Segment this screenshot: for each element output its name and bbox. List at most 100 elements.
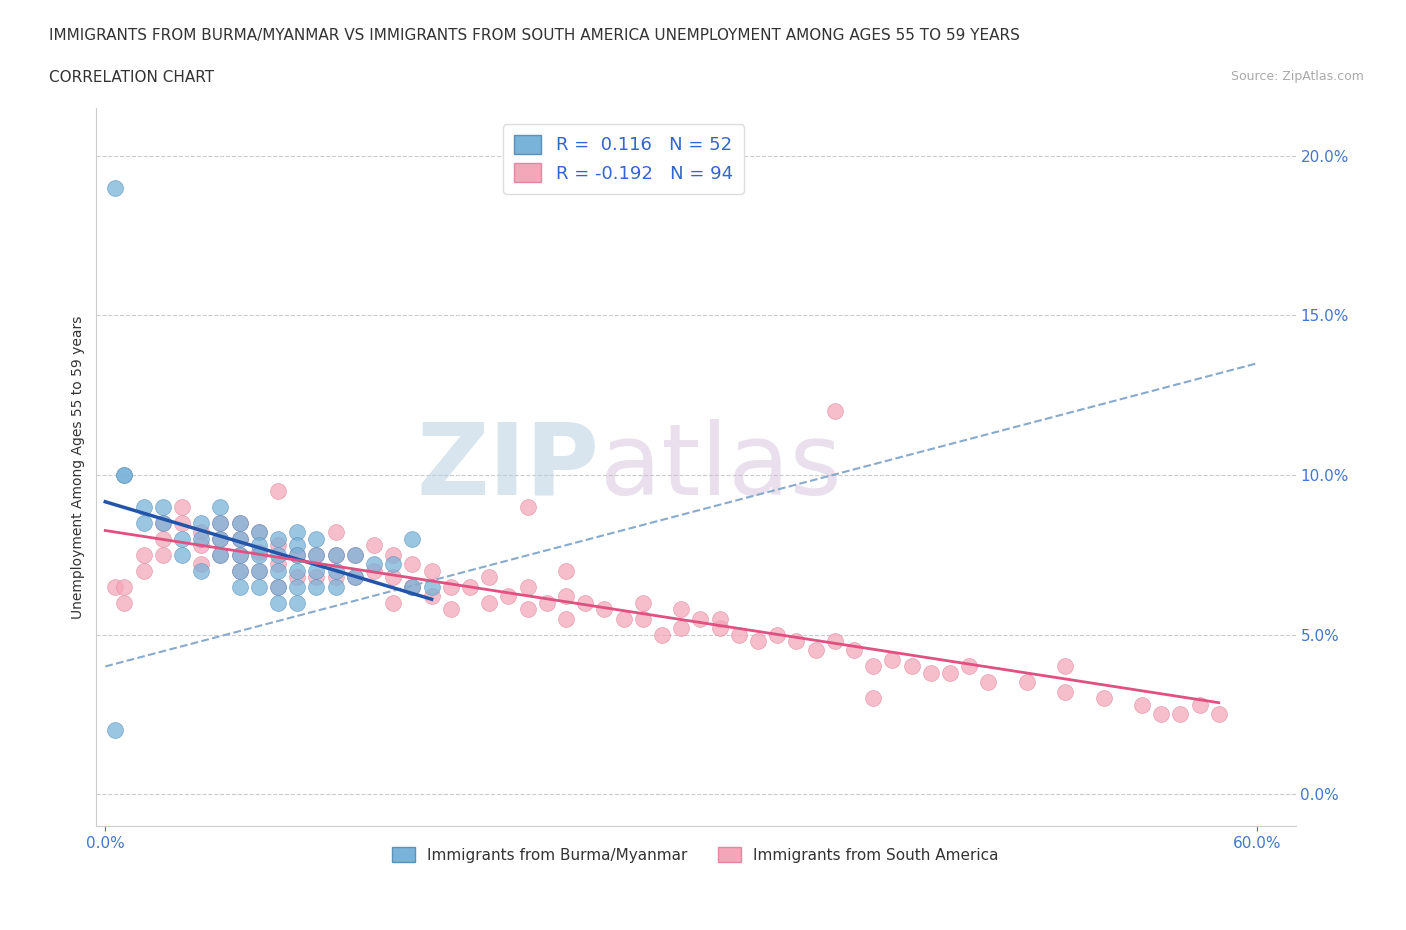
Point bbox=[671, 602, 693, 617]
Point bbox=[285, 570, 308, 585]
Point bbox=[401, 579, 423, 594]
Point bbox=[132, 548, 155, 563]
Point bbox=[190, 538, 212, 552]
Point bbox=[152, 499, 174, 514]
Point bbox=[190, 531, 212, 546]
Point bbox=[114, 595, 136, 610]
Y-axis label: Unemployment Among Ages 55 to 59 years: Unemployment Among Ages 55 to 59 years bbox=[72, 315, 86, 618]
Point bbox=[305, 564, 328, 578]
Point bbox=[555, 611, 578, 626]
Point bbox=[228, 564, 250, 578]
Point bbox=[671, 620, 693, 635]
Point bbox=[325, 579, 347, 594]
Point bbox=[228, 548, 250, 563]
Point bbox=[747, 633, 769, 648]
Point bbox=[382, 570, 405, 585]
Point bbox=[382, 595, 405, 610]
Point bbox=[804, 643, 827, 658]
Point bbox=[709, 620, 731, 635]
Point bbox=[228, 548, 250, 563]
Point bbox=[104, 723, 127, 737]
Point bbox=[862, 691, 884, 706]
Point bbox=[170, 499, 193, 514]
Point bbox=[343, 548, 366, 563]
Point bbox=[247, 579, 270, 594]
Point bbox=[920, 665, 942, 680]
Point bbox=[114, 579, 136, 594]
Point bbox=[190, 557, 212, 572]
Point bbox=[285, 579, 308, 594]
Point bbox=[190, 564, 212, 578]
Point bbox=[247, 525, 270, 539]
Point bbox=[267, 579, 290, 594]
Point bbox=[305, 548, 328, 563]
Point bbox=[420, 589, 443, 604]
Point bbox=[190, 525, 212, 539]
Point bbox=[631, 595, 654, 610]
Point bbox=[247, 538, 270, 552]
Point bbox=[516, 602, 538, 617]
Point bbox=[536, 595, 558, 610]
Point bbox=[267, 548, 290, 563]
Point bbox=[104, 579, 127, 594]
Point bbox=[420, 564, 443, 578]
Text: IMMIGRANTS FROM BURMA/MYANMAR VS IMMIGRANTS FROM SOUTH AMERICA UNEMPLOYMENT AMON: IMMIGRANTS FROM BURMA/MYANMAR VS IMMIGRA… bbox=[49, 28, 1021, 43]
Point bbox=[1054, 659, 1077, 674]
Point bbox=[325, 564, 347, 578]
Point bbox=[247, 564, 270, 578]
Point bbox=[977, 675, 1000, 690]
Point bbox=[1092, 691, 1115, 706]
Point bbox=[458, 579, 481, 594]
Point bbox=[104, 180, 127, 195]
Point bbox=[824, 404, 846, 418]
Point bbox=[651, 627, 673, 642]
Point bbox=[305, 570, 328, 585]
Text: ZIP: ZIP bbox=[416, 418, 599, 515]
Point bbox=[267, 595, 290, 610]
Point bbox=[228, 531, 250, 546]
Point bbox=[363, 538, 385, 552]
Point bbox=[401, 557, 423, 572]
Point bbox=[555, 564, 578, 578]
Point bbox=[401, 579, 423, 594]
Point bbox=[401, 531, 423, 546]
Point bbox=[114, 468, 136, 483]
Point bbox=[478, 570, 501, 585]
Point bbox=[785, 633, 807, 648]
Point bbox=[305, 579, 328, 594]
Point bbox=[267, 484, 290, 498]
Point bbox=[516, 579, 538, 594]
Point bbox=[593, 602, 616, 617]
Point bbox=[363, 557, 385, 572]
Point bbox=[132, 564, 155, 578]
Point bbox=[343, 548, 366, 563]
Point bbox=[363, 564, 385, 578]
Point bbox=[862, 659, 884, 674]
Text: atlas: atlas bbox=[599, 418, 841, 515]
Point bbox=[247, 544, 270, 559]
Point bbox=[285, 525, 308, 539]
Point bbox=[285, 548, 308, 563]
Point bbox=[325, 548, 347, 563]
Point bbox=[882, 653, 904, 668]
Point bbox=[190, 515, 212, 530]
Point bbox=[1054, 684, 1077, 699]
Point bbox=[305, 548, 328, 563]
Point bbox=[285, 548, 308, 563]
Point bbox=[228, 515, 250, 530]
Point bbox=[1170, 707, 1192, 722]
Point bbox=[209, 499, 232, 514]
Point bbox=[382, 548, 405, 563]
Point bbox=[574, 595, 596, 610]
Point bbox=[132, 515, 155, 530]
Point bbox=[228, 579, 250, 594]
Point bbox=[1208, 707, 1230, 722]
Point bbox=[209, 548, 232, 563]
Point bbox=[709, 611, 731, 626]
Point bbox=[209, 515, 232, 530]
Point bbox=[343, 570, 366, 585]
Point bbox=[631, 611, 654, 626]
Point bbox=[285, 595, 308, 610]
Point bbox=[325, 570, 347, 585]
Point bbox=[420, 579, 443, 594]
